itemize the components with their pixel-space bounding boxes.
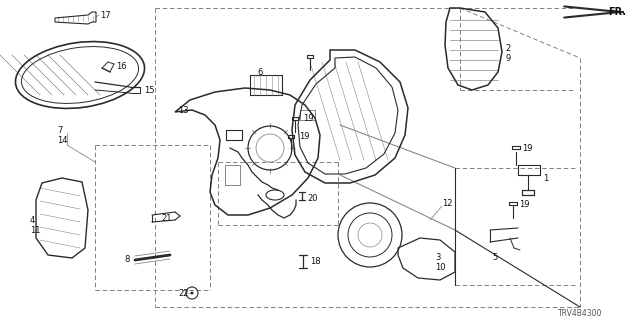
Text: TRV4B4300: TRV4B4300 xyxy=(558,308,602,317)
Text: 17: 17 xyxy=(100,11,111,20)
Text: 21: 21 xyxy=(161,213,172,222)
Text: 19: 19 xyxy=(299,132,310,140)
Text: 7: 7 xyxy=(57,125,62,134)
Text: 22: 22 xyxy=(178,289,189,298)
Text: 5: 5 xyxy=(492,253,497,262)
Text: FR.: FR. xyxy=(608,7,626,17)
Text: 19: 19 xyxy=(303,114,314,123)
Circle shape xyxy=(191,292,193,294)
Text: 8: 8 xyxy=(124,255,129,265)
Text: 15: 15 xyxy=(144,85,154,94)
Text: 20: 20 xyxy=(307,194,317,203)
Text: 12: 12 xyxy=(442,198,452,207)
Text: 19: 19 xyxy=(522,143,532,153)
Text: 6: 6 xyxy=(257,68,262,76)
Text: 19: 19 xyxy=(519,199,529,209)
Text: 4: 4 xyxy=(30,215,35,225)
Text: 1: 1 xyxy=(543,173,548,182)
Text: 9: 9 xyxy=(505,53,510,62)
Text: 2: 2 xyxy=(505,44,510,52)
Text: 10: 10 xyxy=(435,262,445,271)
Text: 14: 14 xyxy=(57,135,67,145)
Text: 3: 3 xyxy=(435,253,440,262)
Text: 16: 16 xyxy=(116,61,127,70)
Text: 11: 11 xyxy=(30,226,40,235)
Text: 18: 18 xyxy=(310,258,321,267)
Text: 13: 13 xyxy=(178,106,189,115)
